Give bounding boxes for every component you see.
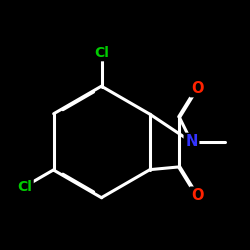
Text: Cl: Cl [94, 46, 110, 60]
Text: Cl: Cl [17, 180, 32, 194]
Text: O: O [191, 188, 203, 203]
Text: O: O [191, 81, 203, 96]
Text: N: N [185, 134, 198, 150]
